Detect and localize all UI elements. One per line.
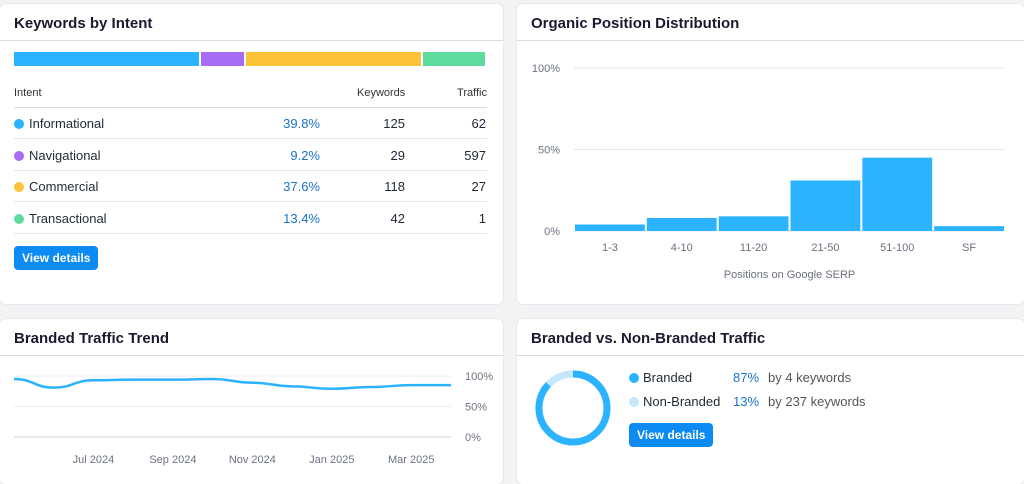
- legend-detail: by 4 keywords: [768, 370, 852, 385]
- legend-color-dot: [629, 396, 639, 407]
- position-bar-chart: 0% 50% 100% 1-3 4-10 11-20 21-50 51-100 SF Positi…: [532, 63, 1005, 281]
- x-tick-label: Jan 2025: [309, 454, 354, 466]
- intent-bar-segment: [245, 52, 421, 66]
- trend-series-line[interactable]: [13, 377, 451, 391]
- position-bar[interactable]: [862, 157, 933, 231]
- col-traffic: Traffic: [457, 87, 487, 99]
- card-title: Keywords by Intent: [0, 4, 503, 41]
- intent-color-dot: [14, 119, 24, 129]
- intent-traffic: 1: [478, 210, 486, 226]
- intent-keywords: 42: [390, 210, 405, 226]
- position-bar[interactable]: [646, 217, 717, 231]
- y-tick-label: 100%: [465, 371, 493, 383]
- legend-label: Non-Branded: [643, 393, 721, 409]
- y-tick-label: 50%: [538, 145, 560, 157]
- card-title: Branded vs. Non-Branded Traffic: [517, 319, 1024, 356]
- y-tick-label: 0%: [544, 226, 560, 238]
- position-bar[interactable]: [575, 224, 645, 231]
- intent-name: Informational: [29, 116, 105, 131]
- intent-keywords: 125: [383, 116, 405, 131]
- intent-bar-segment: [14, 52, 200, 66]
- x-tick-label: 21-50: [811, 242, 839, 254]
- intent-bar-segment: [422, 52, 485, 66]
- col-intent: Intent: [14, 87, 42, 99]
- legend-percent: 87%: [733, 370, 760, 385]
- intent-keywords: 29: [390, 147, 405, 163]
- legend-detail: by 237 keywords: [768, 393, 866, 409]
- legend-color-dot: [629, 373, 639, 383]
- x-tick-label: Jul 2024: [73, 454, 115, 466]
- card-title: Organic Position Distribution: [517, 4, 1024, 41]
- intent-keywords: 118: [384, 179, 405, 194]
- donut-branded-arc: [535, 370, 611, 446]
- table-row[interactable]: Transactional 13.4% 42 1: [14, 203, 487, 234]
- intent-percent[interactable]: 13.4%: [283, 210, 320, 226]
- position-distribution-card: Organic Position Distribution 0% 50% 100% 1…: [517, 4, 1024, 304]
- intent-name: Navigational: [29, 147, 101, 163]
- x-tick-label: 4-10: [671, 242, 693, 254]
- y-tick-label: 0%: [465, 432, 481, 444]
- branded-vs-nonbranded-card: Branded vs. Non-Branded Traffic Branded 8…: [517, 319, 1024, 484]
- intent-traffic: 597: [464, 147, 486, 163]
- x-tick-label: 11-20: [740, 242, 767, 254]
- x-tick-label: 51-100: [880, 242, 914, 254]
- view-details-button[interactable]: View details: [14, 246, 99, 270]
- intent-name: Transactional: [29, 210, 107, 226]
- branded-legend-row: Non-Branded 13% by 237 keywords: [629, 394, 889, 412]
- intent-name: Commercial: [29, 179, 99, 194]
- intent-bar-segment: [201, 52, 244, 66]
- branded-legend-row: Branded 87% by 4 keywords: [629, 370, 889, 388]
- legend-percent: 13%: [733, 393, 760, 409]
- x-tick-label: Sep 2024: [149, 454, 196, 466]
- table-row[interactable]: Commercial 37.6% 118 27: [14, 171, 487, 202]
- intent-traffic: 62: [471, 116, 486, 131]
- intent-traffic: 27: [471, 179, 486, 194]
- x-tick-label: 1-3: [602, 242, 618, 254]
- intent-share-bar: [14, 52, 485, 66]
- col-keywords: Keywords: [357, 87, 406, 99]
- table-row[interactable]: Navigational 9.2% 29 597: [14, 140, 487, 171]
- position-bar[interactable]: [790, 180, 861, 231]
- keywords-by-intent-card: Keywords by Intent Intent Keywords Traff…: [0, 4, 503, 304]
- intent-color-dot: [14, 150, 24, 161]
- branded-traffic-trend-card: Branded Traffic Trend 0% 50% 100% Jul 2024 S…: [0, 319, 503, 484]
- table-row[interactable]: Informational 39.8% 125 62: [14, 108, 487, 139]
- intent-percent[interactable]: 9.2%: [290, 147, 320, 163]
- x-tick-label: SF: [962, 242, 976, 254]
- y-tick-label: 50%: [465, 402, 487, 414]
- intent-percent[interactable]: 39.8%: [283, 116, 320, 131]
- intent-color-dot: [14, 182, 24, 192]
- position-bar[interactable]: [934, 226, 1004, 231]
- legend-label: Branded: [643, 370, 693, 385]
- x-axis-title: Positions on Google SERP: [724, 269, 855, 281]
- x-tick-label: Mar 2025: [388, 454, 434, 466]
- intent-percent[interactable]: 37.6%: [283, 179, 320, 194]
- position-bar[interactable]: [718, 216, 789, 231]
- view-details-button[interactable]: View details: [629, 423, 714, 447]
- trend-line-chart: 0% 50% 100% Jul 2024 Sep 2024 Nov 2024 Jan 202…: [13, 371, 493, 466]
- table-header: Intent Keywords Traffic: [14, 82, 487, 108]
- card-title: Branded Traffic Trend: [0, 319, 503, 356]
- y-tick-label: 100%: [532, 63, 560, 75]
- x-tick-label: Nov 2024: [229, 454, 276, 466]
- intent-color-dot: [14, 213, 24, 224]
- branded-donut-chart: [535, 370, 611, 446]
